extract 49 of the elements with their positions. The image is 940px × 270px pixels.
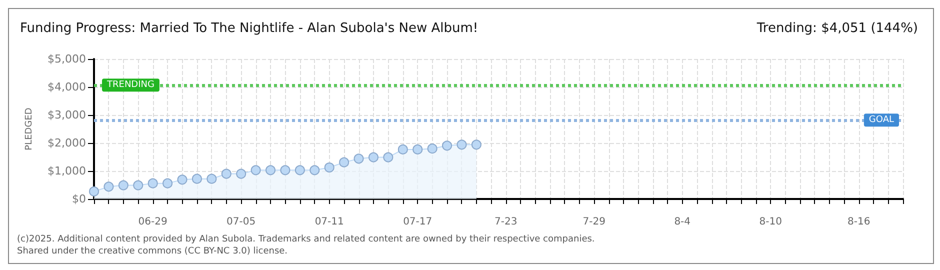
y-axis-title: PLEDGED: [24, 108, 34, 150]
point: [266, 165, 276, 176]
point: [354, 154, 364, 164]
y-tick-label: $0: [72, 192, 86, 206]
x-tick-label: 06-29: [138, 216, 168, 228]
point: [118, 180, 128, 190]
x-tick-label: 07-11: [314, 216, 344, 228]
point: [383, 152, 394, 162]
x-tick-label: 07-05: [226, 216, 256, 228]
y-tick-label: $3,000: [48, 108, 86, 122]
point: [324, 162, 334, 172]
y-tick-label: $5,000: [48, 52, 86, 66]
point: [442, 140, 452, 151]
point: [398, 144, 408, 154]
point: [368, 152, 378, 162]
ref-line-label: GOAL: [868, 115, 894, 126]
point: [104, 182, 114, 192]
x-tick-label: 8-10: [759, 216, 782, 228]
ref-line-label: TRENDING: [106, 80, 154, 90]
x-tick-label: 07-17: [403, 216, 432, 228]
point: [280, 165, 290, 176]
text: (c)2025. Additional content provided by Alan Subola. Trademarks and related content are owned by their respective companies.: [17, 234, 595, 244]
point: [339, 157, 350, 168]
point: [310, 165, 320, 176]
point: [427, 144, 438, 154]
y-tick-label: $1,000: [48, 164, 86, 178]
x-tick-label: 7-23: [494, 216, 518, 228]
chart-title: Funding Progress: Married To The Nightlife - Alan Subola's New Album!: [20, 21, 478, 36]
y-tick-label: $4,000: [48, 80, 86, 94]
point: [471, 140, 482, 150]
point: [294, 165, 305, 176]
point: [250, 165, 261, 176]
point: [236, 168, 246, 179]
point: [456, 140, 467, 150]
chart-subtitle: Trending: $4,051 (144%): [756, 21, 918, 36]
point: [221, 168, 232, 179]
text: Shared under the creative commons (CC BY-NC 3.0) license.: [17, 246, 288, 256]
point: [162, 178, 173, 188]
point: [89, 186, 99, 196]
point: [133, 180, 144, 190]
point: [192, 174, 202, 184]
point: [148, 178, 158, 188]
point: [177, 174, 188, 185]
x-tick-label: 8-16: [848, 216, 870, 228]
point: [412, 144, 423, 154]
x-tick-label: 8-4: [674, 216, 691, 228]
point: [206, 174, 217, 184]
x-tick-label: 7-29: [582, 216, 606, 228]
y-tick-label: $2,000: [48, 136, 86, 150]
